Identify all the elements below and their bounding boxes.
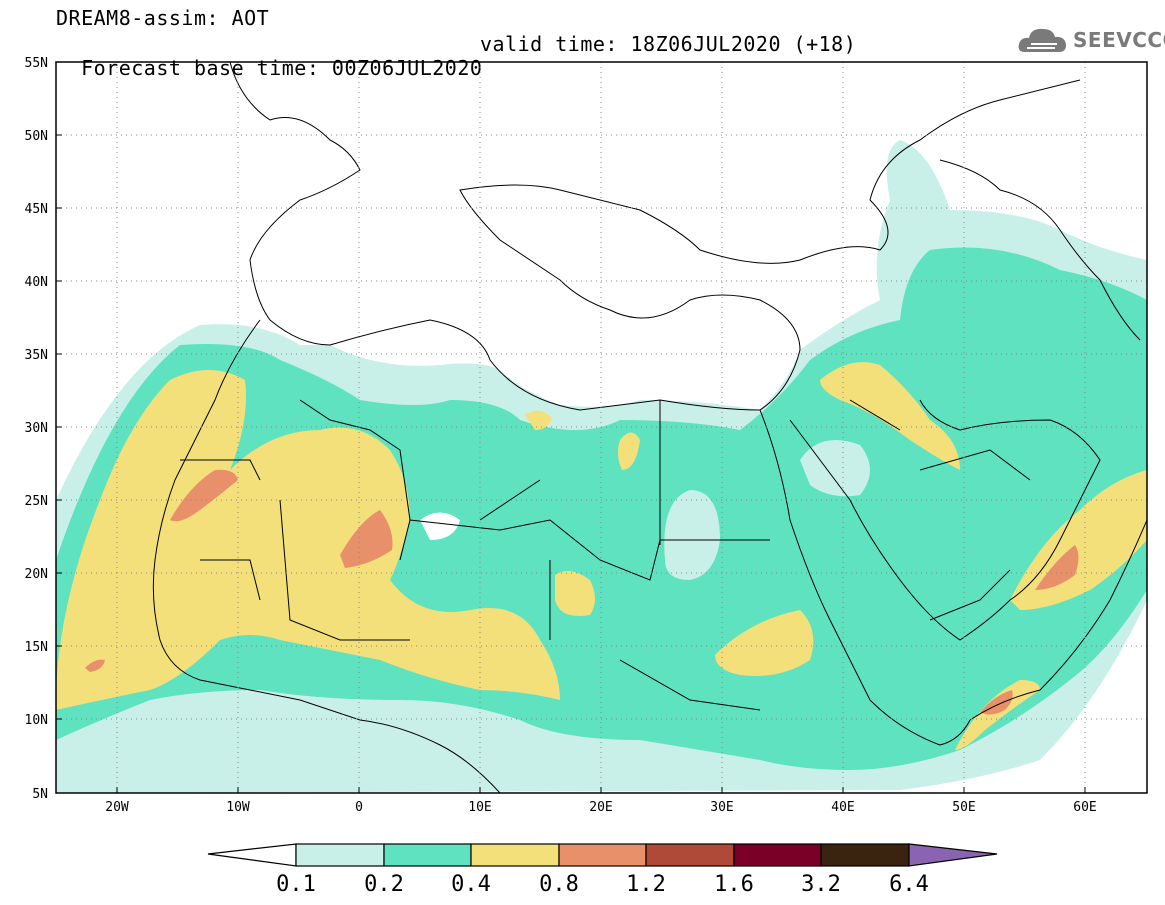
valid-time-label: valid time: 18Z06JUL2020 (+18) xyxy=(480,32,857,56)
colorbar-above-max-arrow xyxy=(908,843,998,867)
logo-text: SEEVCCC xyxy=(1073,28,1165,52)
colorbar-bin-3-2 xyxy=(820,843,910,867)
aot-contour-0-4-libya-east xyxy=(617,432,640,470)
coastlines xyxy=(152,62,1147,793)
axis-ticks xyxy=(56,61,1086,794)
y-tick-label: 55N xyxy=(25,56,48,71)
aot-contour-0-8-sahara-west xyxy=(170,469,238,522)
aot-contour-0-8-mali xyxy=(340,510,393,568)
y-tick-label: 15N xyxy=(25,640,48,655)
x-tick-label: 10W xyxy=(226,800,250,815)
x-tick-label: 0 xyxy=(355,800,363,815)
x-tick-label: 10E xyxy=(468,800,491,815)
colorbar-bin-1-2 xyxy=(645,843,735,867)
aot-contour-fields xyxy=(56,140,1147,793)
seevccc-logo: SEEVCCC xyxy=(1017,24,1165,58)
time-info: Forecast base time: 00Z06JUL2020 valid t… xyxy=(56,32,856,104)
y-tick-label: 25N xyxy=(25,494,48,509)
aot-contour-0-4-west xyxy=(56,370,560,710)
aot-contour-0-4-oman xyxy=(1010,470,1147,610)
aot-contour-0-8-oman xyxy=(1035,545,1079,590)
aot-contour-0-8-somalia xyxy=(980,690,1013,715)
colorbar-label: 3.2 xyxy=(801,872,841,897)
coast-west-africa xyxy=(152,319,501,793)
x-axis-labels: 20W 10W 0 10E 20E 30E 40E 50E 60E xyxy=(105,800,1096,815)
coast-europe-north-africa xyxy=(229,62,1081,411)
lat-lon-grid xyxy=(56,62,1147,793)
x-tick-label: 20W xyxy=(105,800,129,815)
colorbar-bin-0-8 xyxy=(558,843,647,867)
colorbar-bin-0-4 xyxy=(470,843,560,867)
y-axis-labels: 55N 50N 45N 40N 35N 30N 25N 20N 15N 10N … xyxy=(25,56,48,802)
x-tick-label: 40E xyxy=(831,800,854,815)
aot-colorbar: 0.1 0.2 0.4 0.8 1.2 1.6 3.2 6.4 xyxy=(207,843,998,897)
aot-map: 20W 10W 0 10E 20E 30E 40E 50E 60E 55N 50… xyxy=(25,56,1148,815)
aot-contour-0-4-somalia xyxy=(955,680,1040,750)
colorbar-label: 1.2 xyxy=(626,872,666,897)
aot-contour-0-8-atlantic xyxy=(85,659,105,672)
colorbar-below-min-arrow xyxy=(207,843,297,867)
map-title: DREAM8-assim: AOT xyxy=(56,6,270,30)
colorbar-label: 0.4 xyxy=(451,872,491,897)
coast-red-sea-arabia xyxy=(759,409,1147,746)
x-tick-label: 20E xyxy=(589,800,612,815)
colorbar-label: 6.4 xyxy=(889,872,929,897)
y-tick-label: 10N xyxy=(25,713,48,728)
y-tick-label: 20N xyxy=(25,567,48,582)
colorbar-bin-0-1 xyxy=(295,843,385,867)
y-tick-label: 50N xyxy=(25,129,48,144)
x-tick-label: 60E xyxy=(1073,800,1096,815)
x-tick-label: 50E xyxy=(952,800,975,815)
y-tick-label: 40N xyxy=(25,275,48,290)
colorbar-label: 0.8 xyxy=(539,872,579,897)
colorbar-labels: 0.1 0.2 0.4 0.8 1.2 1.6 3.2 6.4 xyxy=(276,872,929,897)
country-borders xyxy=(180,399,1031,711)
y-tick-label: 45N xyxy=(25,202,48,217)
aot-contour-0-4-sudan xyxy=(715,610,814,676)
y-tick-label: 5N xyxy=(32,787,48,802)
aot-clear-patch-egypt xyxy=(664,490,720,580)
colorbar-bin-1-6 xyxy=(733,843,822,867)
aot-contour-0-4-chad xyxy=(555,571,595,616)
colorbar-label: 1.6 xyxy=(714,872,754,897)
x-tick-label: 30E xyxy=(710,800,733,815)
colorbar-label: 0.2 xyxy=(364,872,404,897)
y-tick-label: 35N xyxy=(25,348,48,363)
coast-arabian-peninsula xyxy=(789,399,1101,641)
aot-clear-patch-sahara xyxy=(420,512,460,540)
coast-caspian xyxy=(939,159,1141,341)
aot-contour-0-4-libya xyxy=(525,410,552,430)
cloud-logo-icon xyxy=(1018,28,1066,52)
colorbar-bin-0-2 xyxy=(383,843,472,867)
aot-contour-0-4-iraq xyxy=(820,362,960,470)
aot-clear-patch-arabia xyxy=(800,440,870,497)
y-tick-label: 30N xyxy=(25,421,48,436)
base-time-label: Forecast base time: 00Z06JUL2020 xyxy=(81,56,483,80)
colorbar-label: 0.1 xyxy=(276,872,316,897)
